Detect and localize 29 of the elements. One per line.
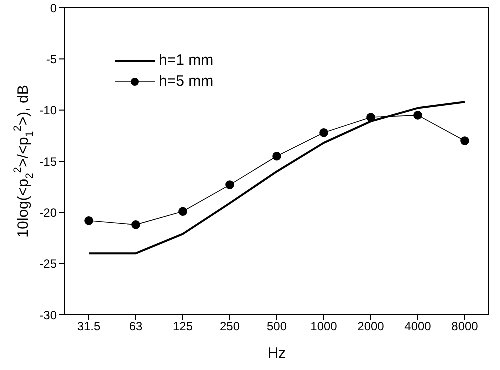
x-tick-label: 4000 [404, 320, 432, 334]
point [132, 220, 140, 230]
y-tick-label: 0 [50, 1, 58, 16]
y-tick-label: -10 [40, 104, 58, 118]
y-tick-label: -15 [40, 154, 58, 169]
x-tick-label: 500 [266, 320, 288, 334]
point [460, 136, 470, 146]
x-axis-title: Hz [268, 345, 286, 362]
legend-label: h=5 mm [159, 73, 214, 90]
point [178, 207, 188, 216]
point [226, 180, 234, 190]
y-tick-label: -30 [40, 308, 58, 322]
x-tick-label: 1000 [310, 320, 338, 334]
x-tick-label: 8000 [452, 320, 479, 334]
x-tick-label: 63 [129, 320, 143, 334]
point [414, 111, 422, 120]
x-tick-label: 31.5 [77, 320, 101, 334]
x-tick-label: 250 [220, 320, 240, 334]
legend-label: h=1 mm [159, 52, 214, 69]
y-tick-label: -20 [40, 206, 58, 220]
point [366, 113, 376, 122]
y-tick-label: -5 [46, 52, 58, 66]
point [84, 216, 94, 226]
point [272, 152, 282, 161]
point [320, 128, 328, 138]
x-tick-label: 125 [172, 320, 194, 334]
line-series [88, 101, 466, 255]
y-tick-label: -25 [40, 257, 58, 272]
x-tick-label: 2000 [358, 320, 385, 334]
